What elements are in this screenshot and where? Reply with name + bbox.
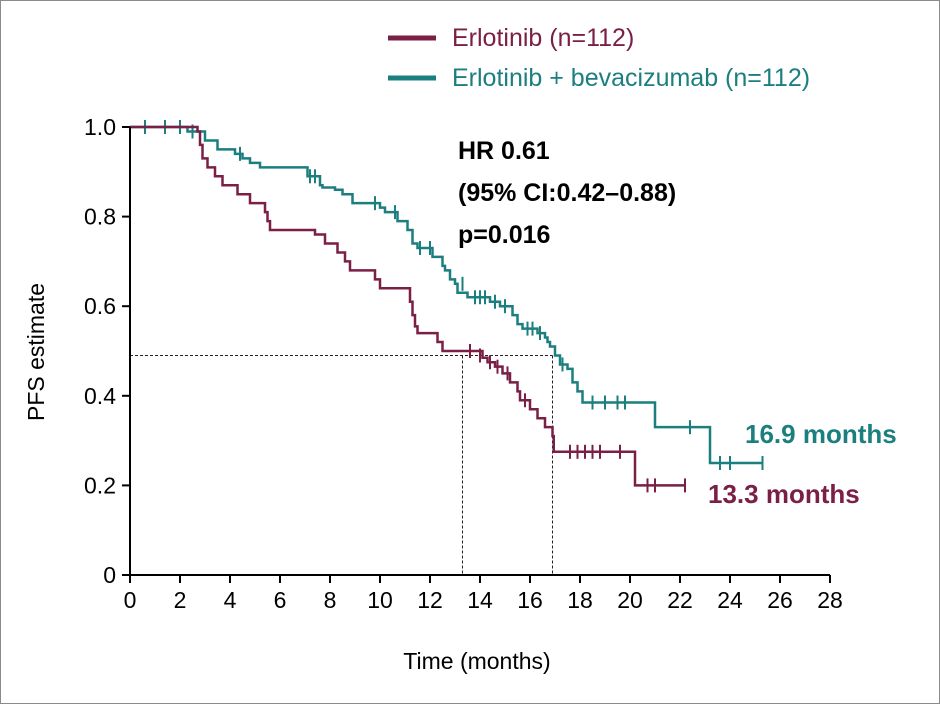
x-tick-label: 12 [417,587,443,613]
reference-lines [130,354,553,575]
y-axis-label: PFS estimate [23,283,49,421]
x-tick-label: 20 [617,587,643,613]
legend-label-combination: Erlotinib + bevacizumab (n=112) [452,64,810,92]
survival-curves [130,120,764,493]
x-tick-label: 6 [274,587,287,613]
y-tick-label: 0 [103,562,116,588]
y-tick-label: 0.4 [84,383,116,409]
y-tick-label: 1.0 [84,114,116,140]
x-tick-label: 18 [567,587,593,613]
x-tick-label: 28 [817,587,843,613]
x-tick-label: 10 [367,587,393,613]
median-label-erlotinib: 13.3 months [708,479,860,509]
y-tick-label: 0.2 [84,472,116,498]
x-tick-label: 14 [467,587,493,613]
legend: Erlotinib (n=112) Erlotinib + bevacizuma… [388,24,810,92]
statistics-annotation: HR 0.61 (95% CI:0.42–0.88) p=0.016 [458,137,676,249]
median-label-combination: 16.9 months [745,419,897,449]
x-tick-label: 16 [517,587,543,613]
x-tick-label: 24 [717,587,743,613]
y-tick-label: 0.8 [84,204,116,230]
x-axis-label: Time (months) [403,648,550,674]
x-tick-label: 2 [174,587,187,613]
x-tick-label: 4 [224,587,237,613]
x-tick-label: 22 [667,587,693,613]
x-tick-label: 8 [324,587,337,613]
y-tick-label: 0.6 [84,293,116,319]
p-value: p=0.016 [458,221,550,249]
confidence-interval: (95% CI:0.42–0.88) [458,179,676,207]
x-tick-label: 26 [767,587,793,613]
hazard-ratio: HR 0.61 [458,137,550,165]
legend-label-erlotinib: Erlotinib (n=112) [452,24,634,52]
tick-labels: 0 2 4 6 8 10 12 14 16 18 20 22 24 26 2800.20.40.60.81.… [84,114,843,613]
x-tick-label: 0 [124,587,137,613]
survival-curve-1 [130,125,763,465]
